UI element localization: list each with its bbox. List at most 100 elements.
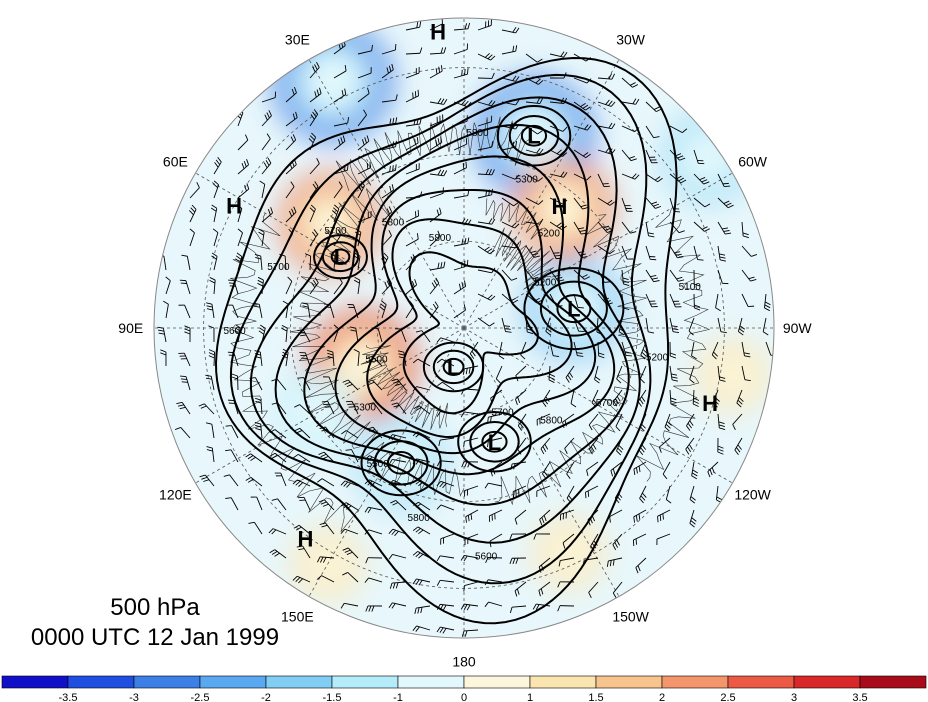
wind-barb	[477, 146, 492, 151]
colorbar-swatch	[265, 675, 333, 689]
wind-barb	[333, 169, 348, 175]
wind-barb	[277, 402, 287, 415]
wind-barb	[261, 232, 265, 247]
wind-barb	[549, 53, 564, 58]
wind-barb	[477, 269, 492, 274]
wind-barb	[715, 293, 719, 308]
wind-barb	[734, 437, 743, 451]
wind-barb	[573, 149, 586, 159]
colorbar-swatch	[727, 675, 795, 689]
wind-barb	[440, 337, 455, 343]
wind-barb	[309, 255, 312, 271]
wind-barb	[573, 125, 588, 131]
wind-barb	[357, 50, 372, 55]
wind-barb	[231, 425, 239, 439]
contour-label: 5300	[354, 402, 377, 413]
colorbar-tick-label: -1.5	[323, 692, 342, 702]
wind-barb	[464, 629, 479, 632]
wind-barb	[637, 389, 647, 402]
wind-barb	[621, 245, 628, 260]
wind-barb	[566, 485, 575, 499]
wind-barb	[309, 282, 319, 295]
wind-barb	[635, 557, 647, 568]
wind-barb	[357, 256, 361, 271]
wind-barb	[357, 72, 372, 79]
closed-low-contour	[386, 451, 416, 475]
wind-barb	[417, 526, 431, 535]
wind-barb	[712, 389, 719, 404]
wind-barb	[213, 232, 219, 247]
wind-barb	[429, 235, 441, 247]
wind-barb	[285, 281, 293, 295]
wind-barb	[549, 221, 563, 230]
colorbar-swatch	[463, 675, 531, 689]
contour-label: 5600	[475, 551, 498, 562]
closed-low-contour	[360, 429, 442, 497]
colorbar-swatch	[595, 675, 663, 689]
wind-barb	[298, 453, 311, 463]
wind-barb	[309, 233, 318, 247]
coastline-segment	[229, 213, 361, 532]
wind-barb	[542, 461, 551, 474]
wind-barb	[573, 77, 588, 84]
wind-barb	[185, 280, 191, 295]
wind-barb	[347, 572, 359, 583]
wind-barb	[525, 221, 540, 225]
wind-barb	[405, 238, 419, 247]
wind-barb	[321, 575, 335, 583]
closed-low-contour	[481, 430, 508, 453]
wind-barb	[440, 603, 455, 607]
wind-barb	[333, 282, 343, 295]
wind-barb	[440, 460, 455, 463]
wind-barb	[536, 603, 551, 607]
wind-barb	[333, 140, 346, 151]
wind-barb	[621, 197, 628, 212]
low-pressure-marker: L	[447, 355, 460, 380]
longitude-label: 60W	[738, 153, 768, 169]
wind-barb	[464, 581, 479, 587]
wind-barb	[309, 208, 316, 223]
colorbar-tick-label: -2	[261, 692, 271, 702]
wind-barb	[669, 389, 672, 404]
wind-barb	[237, 164, 249, 175]
wind-barb	[621, 173, 636, 180]
wind-barb	[588, 581, 599, 593]
wind-barb	[325, 522, 335, 535]
wind-barb	[299, 404, 311, 415]
wind-barb	[453, 167, 467, 175]
colorbar-tick-label: -2.5	[191, 692, 210, 702]
wind-barb	[594, 365, 599, 380]
wind-barb	[764, 293, 767, 308]
wind-barb	[633, 461, 647, 470]
colorbar-swatch	[331, 675, 399, 689]
colorbar-tick-label: -3	[129, 692, 139, 702]
wind-barb	[736, 389, 743, 404]
contour-label: 5800	[466, 128, 489, 139]
wind-barb	[525, 245, 535, 258]
wind-barb	[189, 187, 200, 199]
wind-barb	[285, 211, 297, 223]
wind-barb	[590, 533, 599, 547]
closed-low-contour	[442, 357, 465, 377]
anomaly-blob	[709, 351, 757, 399]
colorbar-swatch	[529, 675, 597, 689]
wind-barb	[515, 365, 527, 376]
wind-barb	[333, 70, 347, 79]
wind-barb	[333, 186, 343, 199]
high-pressure-marker: H	[297, 526, 313, 551]
wind-barb	[309, 114, 319, 127]
wind-barb	[285, 164, 297, 175]
wind-barb	[489, 533, 503, 542]
wind-barb	[645, 293, 653, 307]
wind-barb	[320, 556, 335, 559]
wind-barb	[477, 25, 492, 31]
wind-barb	[464, 485, 479, 491]
wind-barb	[381, 146, 396, 151]
wind-barb	[229, 474, 239, 487]
wind-barb	[440, 504, 455, 511]
wind-barb	[351, 401, 359, 415]
wind-barb	[645, 197, 656, 209]
wind-barb	[645, 221, 649, 236]
wind-barb	[276, 378, 287, 391]
